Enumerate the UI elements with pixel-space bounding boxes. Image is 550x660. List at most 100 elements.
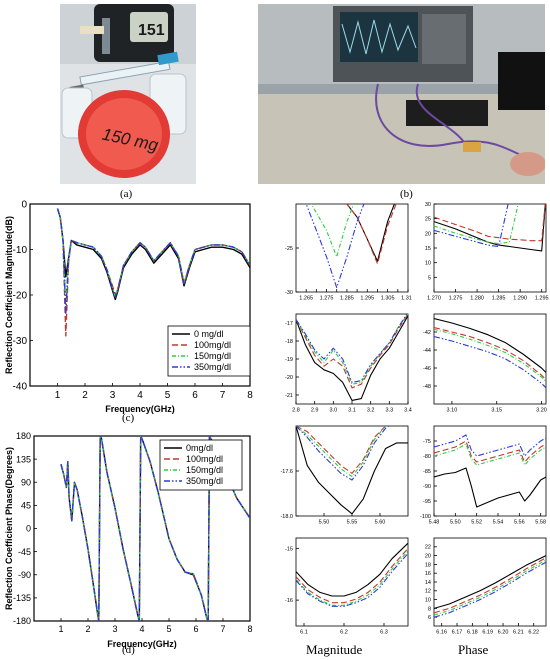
legend-label: 100mg/dl xyxy=(194,340,231,350)
photo-vna-setup xyxy=(258,4,545,184)
x-tick-label: 4 xyxy=(137,390,143,401)
series-line-4 xyxy=(434,434,546,457)
y-tick-label: 5 xyxy=(428,275,431,281)
y-tick-label: -20 xyxy=(285,375,293,381)
series-line-3 xyxy=(296,426,387,478)
series-line-1 xyxy=(56,208,250,301)
x-tick-label: 6 xyxy=(193,624,198,634)
x-tick-label: 7 xyxy=(220,390,226,401)
series-line-3 xyxy=(296,550,408,606)
y-tick-label: -30 xyxy=(285,290,293,296)
y-axis-label: Reflection Coefficient Magnitude(dB) xyxy=(4,216,14,374)
x-tick-label: 6.17 xyxy=(452,630,463,636)
legend-label: 150mg/dl xyxy=(186,465,223,475)
glucose-meter-icon: 151 xyxy=(80,4,174,62)
magnitude-zoom-1: 1.265 1.275 1.285 1.295 1.305 1.315 -25 -30 xyxy=(285,203,412,302)
y-tick-label: 22 xyxy=(425,545,431,551)
y-tick-label: -95 xyxy=(423,499,431,505)
series-line-2 xyxy=(346,204,397,265)
y-tick-label: -21 xyxy=(285,393,293,399)
caption-c: (c) xyxy=(122,412,135,424)
x-tick-label: 6.2 xyxy=(340,630,348,636)
red-jar-icon: 150 mg xyxy=(78,90,170,178)
x-tick-label: 3.4 xyxy=(404,408,412,414)
y-tick-label: 135 xyxy=(16,454,31,464)
plot-frame xyxy=(295,425,409,517)
x-tick-label: 1.290 xyxy=(513,296,527,302)
series-line-4 xyxy=(296,426,390,481)
y-tick-label: 6 xyxy=(428,615,431,621)
x-tick-label: 7 xyxy=(220,624,225,634)
y-tick-label: 15 xyxy=(425,246,431,252)
series-line-4 xyxy=(434,335,546,389)
photo-glucose-setup: 151 150 mg xyxy=(60,4,196,184)
y-tick-label: -100 xyxy=(420,514,431,520)
y-tick-label: 0 xyxy=(21,200,27,211)
series-line-3 xyxy=(310,204,355,258)
x-tick-label: 3 xyxy=(112,624,117,634)
y-tick-label: 18 xyxy=(425,562,431,568)
series-line-2 xyxy=(434,204,546,242)
plot-frame xyxy=(295,313,409,405)
x-tick-label: 1.275 xyxy=(449,296,463,302)
x-tick-label: 1.285 xyxy=(492,296,506,302)
series-line-1 xyxy=(434,204,546,252)
plot-frame xyxy=(433,203,547,293)
x-tick-label: 2 xyxy=(85,624,90,634)
plot-frame xyxy=(433,425,547,517)
legend-label: 350mg/dl xyxy=(186,476,223,486)
magnitude-zoom-3: 5.50 5.55 5.60 -17.6 -18.0 xyxy=(280,425,409,526)
phase-chart: 1 2 3 4 5 6 7 818013590450-45-90-135-180Frequen… xyxy=(4,431,253,649)
y-tick-label: -15 xyxy=(285,546,293,552)
keyboard-icon xyxy=(406,100,488,126)
series-line-4 xyxy=(434,204,509,248)
x-tick-label: 6.21 xyxy=(513,630,524,636)
series-line-4 xyxy=(434,561,546,618)
cable-icon xyxy=(375,83,545,165)
series-line-3 xyxy=(434,559,546,616)
y-tick-label: -42 xyxy=(423,330,431,336)
x-tick-label: 1.295 xyxy=(360,296,374,302)
caption-a: (a) xyxy=(120,188,133,200)
y-tick-label: -10 xyxy=(13,245,28,256)
y-tick-label: -90 xyxy=(18,570,31,580)
y-tick-label: -25 xyxy=(285,246,293,252)
y-tick-label: 30 xyxy=(425,202,431,208)
x-tick-label: 1.270 xyxy=(427,296,441,302)
x-tick-label: 5 xyxy=(165,390,171,401)
x-tick-label: 3.10 xyxy=(447,408,458,414)
x-tick-label: 3.20 xyxy=(536,408,547,414)
x-tick-label: 5.56 xyxy=(514,520,525,526)
network-analyzer-icon xyxy=(333,6,473,82)
series-line-4 xyxy=(56,208,250,314)
x-tick-label: 5 xyxy=(166,624,171,634)
series-line-1 xyxy=(296,426,408,515)
y-tick-label: -90 xyxy=(423,484,431,490)
magnitude-zoom-2: 2.8 2.9 3.0 3.1 3.2 3.3 3.4 -17 -18 -19 -20 -21 xyxy=(285,313,412,414)
y-tick-label: -44 xyxy=(423,348,431,354)
y-tick-label: 10 xyxy=(425,261,431,267)
x-tick-label: 1.285 xyxy=(340,296,354,302)
y-tick-label: -75 xyxy=(423,439,431,445)
y-tick-label: 20 xyxy=(425,231,431,237)
series-line-1 xyxy=(434,467,546,508)
sensor-probe-icon xyxy=(463,142,481,152)
y-tick-label: -40 xyxy=(13,382,28,393)
x-axis-label: Frequency(GHz) xyxy=(105,404,175,414)
x-tick-label: 5.50 xyxy=(319,520,330,526)
y-tick-label: 12 xyxy=(425,589,431,595)
y-tick-label: -30 xyxy=(13,336,28,347)
x-tick-label: 6.1 xyxy=(300,630,308,636)
series-line-4 xyxy=(305,204,365,289)
series-line-2 xyxy=(296,314,408,389)
series-line-2 xyxy=(296,426,387,474)
y-tick-label: -45 xyxy=(18,547,31,557)
magnitude-chart: 1 2 3 4 5 6 7 8 0 -10 -20 -30 -40 Frequency(GHz) Refle… xyxy=(4,200,253,415)
y-tick-label: -18.0 xyxy=(280,514,293,520)
phase-zoom-3: 5.48 5.50 5.52 5.54 5.56 5.58 -75 -80 -85 -90 -95 -… xyxy=(420,425,547,526)
x-tick-label: 6.19 xyxy=(482,630,493,636)
x-tick-label: 8 xyxy=(247,390,253,401)
phase-zoom-2: 3.10 3.15 3.20 -42 -44 -46 -48 xyxy=(423,313,547,414)
y-tick-label: 14 xyxy=(425,580,431,586)
series-line-3 xyxy=(434,328,546,382)
